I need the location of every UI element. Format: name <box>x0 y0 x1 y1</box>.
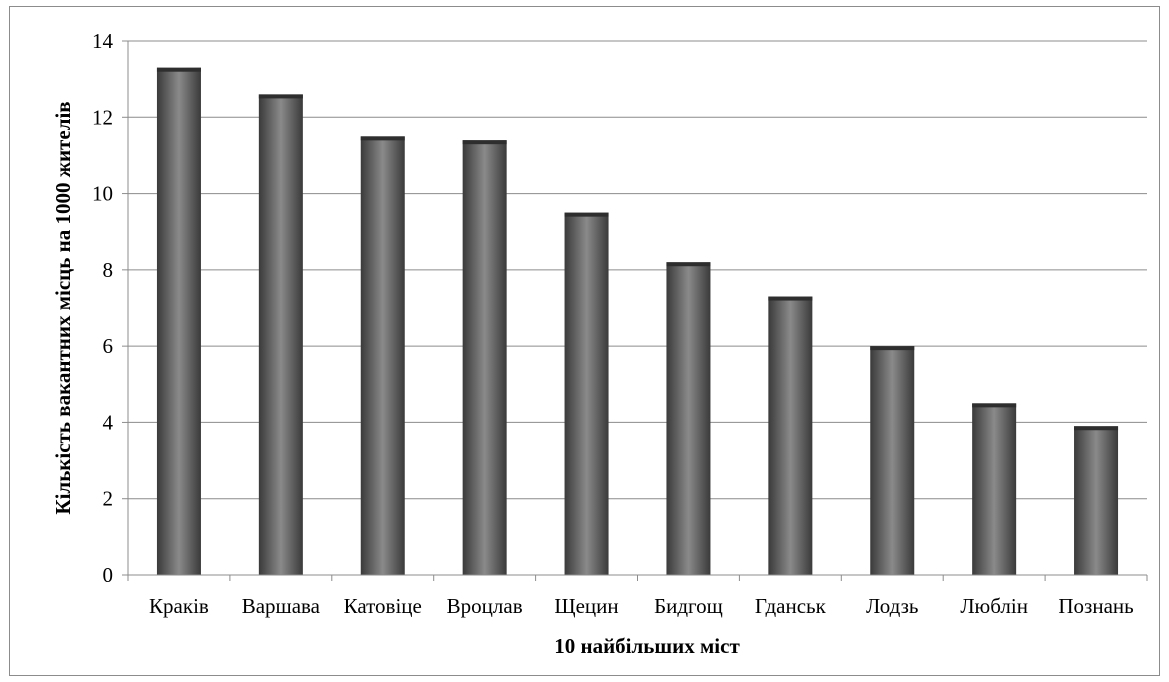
y-tick-label: 4 <box>103 410 114 434</box>
axes <box>122 40 1148 581</box>
y-axis-title: Кількість вакантних місць на 1000 жителі… <box>51 101 75 514</box>
bar-top-cap <box>972 403 1017 408</box>
bar-top-cap <box>870 346 915 351</box>
bar-top-cap <box>1074 426 1119 431</box>
y-tick-label: 10 <box>92 182 113 206</box>
x-tick-label: Вроцлав <box>447 594 523 618</box>
x-tick-label: Гданськ <box>755 594 827 618</box>
tick-labels: 0 2 4 6 8 10 12 14 Краків Варшава Катовіце Вроцлав Щ… <box>92 29 1134 618</box>
bar-top-cap <box>462 140 507 145</box>
bar-top-cap <box>156 67 201 72</box>
bar <box>258 94 303 576</box>
x-tick-label: Лодзь <box>866 594 918 618</box>
y-tick-label: 12 <box>92 105 113 129</box>
bar-top-cap <box>666 262 711 267</box>
x-tick-label: Люблін <box>960 594 1028 618</box>
x-tick-label: Бидгощ <box>654 594 723 618</box>
bar-top-cap <box>768 296 813 301</box>
bar <box>870 346 915 575</box>
bar <box>564 212 609 575</box>
bar <box>666 262 711 575</box>
bar <box>462 140 507 575</box>
x-tick-label: Познань <box>1058 594 1133 618</box>
y-tick-label: 0 <box>103 563 114 587</box>
y-tick-label: 6 <box>103 334 114 358</box>
bars <box>156 67 1119 576</box>
x-axis-title: 10 найбільших міст <box>554 634 740 658</box>
x-tick-label: Варшава <box>242 594 321 618</box>
bar <box>156 67 201 575</box>
bar <box>1074 426 1119 575</box>
bar-top-cap <box>360 136 405 141</box>
x-tick-label: Краків <box>149 594 209 618</box>
bar-top-cap <box>564 212 609 217</box>
bar <box>972 403 1017 575</box>
y-tick-label: 8 <box>103 258 114 282</box>
y-tick-label: 2 <box>103 487 114 511</box>
y-tick-label: 14 <box>92 29 114 53</box>
bar-top-cap <box>258 94 303 99</box>
x-tick-label: Катовіце <box>344 594 422 618</box>
x-tick-label: Щецин <box>554 594 618 618</box>
bar <box>768 296 813 575</box>
bar <box>360 136 405 575</box>
